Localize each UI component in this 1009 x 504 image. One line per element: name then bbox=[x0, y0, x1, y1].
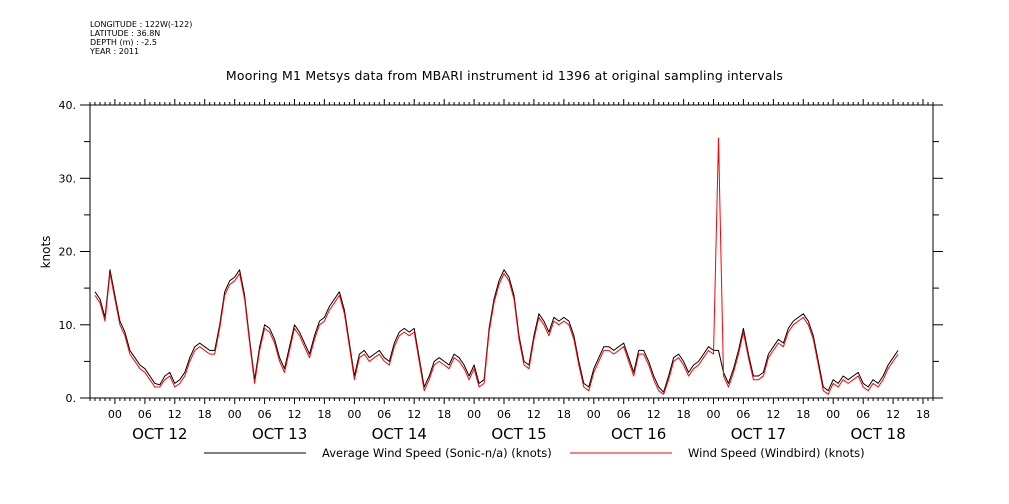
chart-title: Mooring M1 Metsys data from MBARI instru… bbox=[225, 68, 784, 83]
metadata-block: LONGITUDE : 122W(-122) LATITUDE : 36.8N … bbox=[90, 20, 192, 56]
x-tick-label: 00 bbox=[347, 408, 361, 421]
x-tick-label: 18 bbox=[198, 408, 212, 421]
y-tick-label: 30. bbox=[59, 172, 77, 185]
day-label: OCT 13 bbox=[252, 425, 307, 443]
day-label: OCT 14 bbox=[372, 425, 427, 443]
x-tick-labels: 00 06 12 18 00 06 12 18 00 06 12 18 00 06 12 18 00 06 12 18… bbox=[108, 408, 930, 421]
year-label: YEAR : 2011 bbox=[90, 47, 140, 56]
x-tick-label: 00 bbox=[108, 408, 122, 421]
x-tick-label: 18 bbox=[677, 408, 691, 421]
x-tick-label: 06 bbox=[138, 408, 152, 421]
legend-label-windbird: Wind Speed (Windbird) (knots) bbox=[688, 446, 865, 460]
y-tick-label: 40. bbox=[59, 99, 77, 112]
x-tick-label: 12 bbox=[766, 408, 780, 421]
x-tick-label: 06 bbox=[377, 408, 391, 421]
x-tick-label: 00 bbox=[228, 408, 242, 421]
depth-label: DEPTH (m) : -2.5 bbox=[90, 38, 157, 47]
day-label: OCT 15 bbox=[491, 425, 546, 443]
longitude-label: LONGITUDE : 122W(-122) bbox=[90, 20, 193, 29]
x-tick-label: 12 bbox=[647, 408, 661, 421]
day-label: OCT 16 bbox=[611, 425, 666, 443]
x-tick-label: 06 bbox=[497, 408, 511, 421]
axis-ticks bbox=[80, 99, 943, 404]
x-tick-label: 12 bbox=[886, 408, 900, 421]
x-tick-label: 06 bbox=[856, 408, 870, 421]
x-tick-label: 06 bbox=[617, 408, 631, 421]
y-tick-label: 20. bbox=[59, 246, 77, 259]
day-label: OCT 18 bbox=[850, 425, 905, 443]
series-line-average-wind-speed bbox=[94, 269, 899, 393]
x-tick-label: 18 bbox=[796, 408, 810, 421]
x-tick-label: 12 bbox=[527, 408, 541, 421]
x-tick-label: 18 bbox=[557, 408, 571, 421]
series-line-windbird-wind-speed bbox=[94, 137, 899, 395]
x-tick-label: 00 bbox=[707, 408, 721, 421]
day-label: OCT 17 bbox=[731, 425, 786, 443]
x-tick-label: 18 bbox=[437, 408, 451, 421]
x-tick-label: 12 bbox=[407, 408, 421, 421]
x-tick-label: 00 bbox=[826, 408, 840, 421]
x-tick-label: 12 bbox=[288, 408, 302, 421]
y-tick-label: 10. bbox=[59, 319, 77, 332]
plot-frame bbox=[89, 104, 934, 399]
x-tick-label: 00 bbox=[467, 408, 481, 421]
x-tick-label: 18 bbox=[317, 408, 331, 421]
y-tick-label: 0. bbox=[66, 392, 77, 405]
series-lines bbox=[94, 137, 899, 395]
x-tick-label: 12 bbox=[168, 408, 182, 421]
latitude-label: LATITUDE : 36.8N bbox=[90, 29, 161, 38]
y-axis-label: knots bbox=[39, 236, 53, 269]
x-tick-label: 00 bbox=[587, 408, 601, 421]
x-tick-label: 06 bbox=[736, 408, 750, 421]
day-label: OCT 12 bbox=[132, 425, 187, 443]
x-tick-label: 06 bbox=[258, 408, 272, 421]
y-tick-labels: 0. 10. 20. 30. 40. bbox=[59, 99, 77, 405]
x-tick-label: 18 bbox=[916, 408, 930, 421]
legend-label-average: Average Wind Speed (Sonic-n/a) (knots) bbox=[322, 446, 552, 460]
day-labels: OCT 12 OCT 13 OCT 14 OCT 15 OCT 16 OCT 17 OCT … bbox=[132, 425, 906, 443]
